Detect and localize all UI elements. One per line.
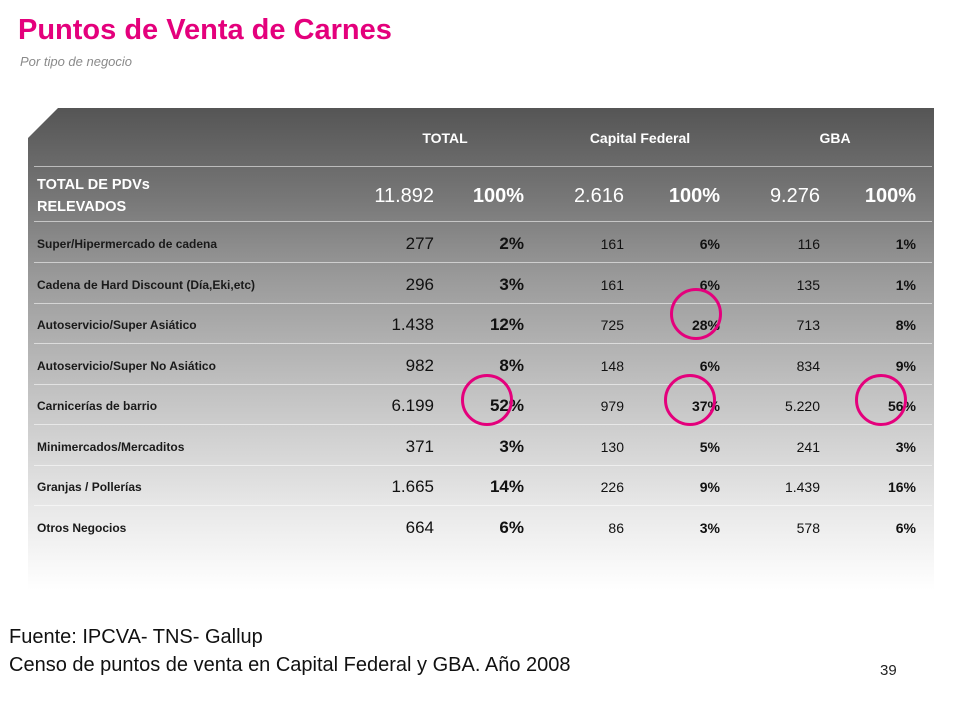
page-number: 39 [880,662,897,679]
capital-count-cell: 725 [600,317,624,333]
row-label: Autoservicio/Super No Asiático [37,358,216,373]
total-count-cell: 1.665 [391,477,434,496]
total-count-cell: 371 [405,436,434,456]
gba-percent-cell: 16% [887,479,916,495]
table-row: Granjas / Pollerías 1.665 14% 226 9% 1.439 16% [0,467,960,507]
source-note: Fuente: IPCVA- TNS- Gallup [9,626,263,648]
total-count: 11.892 [374,184,434,207]
total-percent-cell: 14% [489,477,524,496]
page-title: Puntos de Venta de Carnes [18,14,392,46]
capital-count-cell: 86 [608,519,624,536]
gba-percent-cell: 6% [895,519,916,536]
gba-percent-cell: 8% [895,317,916,333]
gba-count-cell: 578 [796,519,820,536]
capital-percent-cell: 6% [699,357,720,374]
column-header-total: TOTAL [422,130,468,146]
capital-count-cell: 226 [600,479,624,495]
total-row-label: TOTAL DE PDVs RELEVADOS [37,177,150,215]
capital-count-cell: 148 [600,357,624,374]
row-divider [34,262,932,263]
gba-percent-cell: 3% [895,438,916,455]
row-divider [34,464,932,466]
capital-percent-cell: 5% [699,438,720,455]
row-label: Granjas / Pollerías [37,480,142,494]
total-percent-cell: 3% [499,274,524,294]
capital-percent-cell: 6% [699,236,720,252]
row-divider [34,302,932,304]
table-panel [28,108,934,590]
capital-percent-cell: 6% [699,276,720,293]
total-percent-cell: 6% [499,517,524,537]
table-row: Autoservicio/Super No Asiático 982 8% 148 6%… [0,346,960,386]
highlight-circle-capital-asiatico [670,288,722,340]
total-count-cell: 1.438 [391,315,434,334]
total-percent-cell: 2% [499,234,524,253]
row-divider [34,343,932,344]
gba-count-cell: 135 [796,276,820,293]
gba-percent-cell: 1% [895,236,916,252]
page-subtitle: Por tipo de negocio [20,54,133,69]
total-percent-cell: 12% [489,315,524,334]
capital-count-cell: 130 [600,438,624,455]
highlight-circle-gba-carnicerias [855,374,907,426]
capital-count-cell: 979 [600,398,624,414]
gba-count-cell: 241 [796,438,820,455]
gba-count-cell: 1.439 [784,479,820,495]
table-row: Otros Negocios 664 6% 86 3% 578 6% [0,508,960,548]
gba-percent-cell: 9% [895,357,916,374]
row-divider [34,221,932,222]
header-divider [34,166,932,167]
row-label: Otros Negocios [37,520,127,535]
capital-count: 2.616 [573,184,624,207]
table-row: Super/Hipermercado de cadena 277 2% 161 6% 11… [0,224,960,264]
total-count-cell: 664 [405,517,434,537]
capital-count-cell: 161 [600,276,624,293]
total-count-cell: 277 [405,234,434,253]
row-label: Autoservicio/Super Asiático [37,318,197,332]
total-row: TOTAL DE PDVs RELEVADOS 11.892 100% 2.61… [0,174,960,218]
gba-count-cell: 834 [796,357,820,374]
total-count-cell: 6.199 [391,396,434,415]
row-label: Super/Hipermercado de cadena [37,237,218,251]
table-row: Cadena de Hard Discount (Día,Eki,etc) 296… [0,265,960,305]
row-label: Cadena de Hard Discount (Día,Eki,etc) [37,277,256,292]
capital-count-cell: 161 [600,236,624,252]
highlight-circle-total-carnicerias [461,374,513,426]
row-label: Carnicerías de barrio [37,399,158,413]
column-header-gba: GBA [819,130,851,146]
table-row: Autoservicio/Super Asiático 1.438 12% 725 28… [0,305,960,345]
capital-percent-cell: 3% [699,519,720,536]
census-note: Censo de puntos de venta en Capital Fede… [9,654,571,676]
total-count-cell: 296 [405,274,434,294]
table-row: Minimercados/Mercaditos 371 3% 130 5% 241 3% [0,427,960,467]
capital-percent: 100% [668,184,720,207]
row-divider [34,505,932,506]
total-percent-cell: 3% [499,436,524,456]
gba-count: 9.276 [769,184,820,207]
gba-percent: 100% [864,184,916,207]
capital-percent-cell: 9% [699,479,720,495]
total-percent: 100% [472,184,524,207]
highlight-circle-capital-carnicerias [664,374,716,426]
gba-count-cell: 713 [796,317,820,333]
gba-count-cell: 5.220 [784,398,820,414]
gba-percent-cell: 1% [895,276,916,293]
total-count-cell: 982 [405,355,434,375]
gba-count-cell: 116 [797,236,820,252]
row-label: Minimercados/Mercaditos [37,439,185,454]
total-percent-cell: 8% [499,355,524,375]
column-header-capital-federal: Capital Federal [589,130,691,146]
